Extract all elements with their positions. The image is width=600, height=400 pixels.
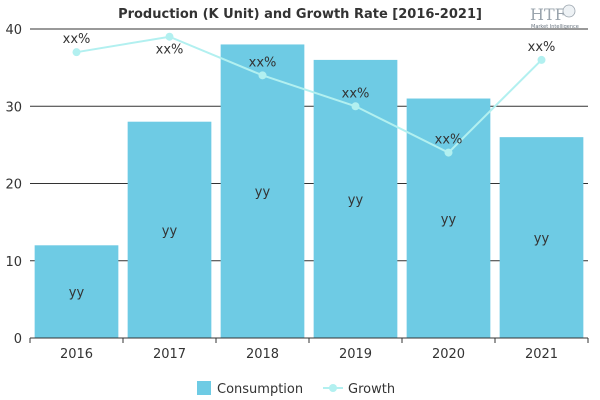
growth-data-label: xx% <box>342 86 370 101</box>
y-tick-label: 40 <box>5 23 22 38</box>
chart-title: Production (K Unit) and Growth Rate [201… <box>118 7 482 22</box>
bar-data-label: yy <box>534 232 550 247</box>
bar-data-label: yy <box>255 185 271 200</box>
logo-brand: HTF <box>530 5 566 24</box>
bar-data-label: yy <box>348 193 364 208</box>
logo-tagline: Market Intelligence <box>531 24 579 30</box>
growth-data-label: xx% <box>63 32 91 47</box>
bar-data-label: yy <box>441 212 457 227</box>
growth-line <box>76 35 543 154</box>
growth-data-label: xx% <box>156 43 184 58</box>
x-tick-label: 2019 <box>339 347 372 362</box>
x-tick-label: 2021 <box>525 347 558 362</box>
legend-swatch-growth-marker <box>329 384 337 392</box>
logo: HTF Market Intelligence <box>530 4 579 30</box>
bar <box>127 121 212 338</box>
x-tick-label: 2016 <box>60 347 93 362</box>
growth-point <box>537 55 546 64</box>
bar <box>499 137 584 338</box>
legend-swatch-consumption <box>197 381 211 395</box>
bar-series <box>34 44 584 339</box>
legend-label-consumption: Consumption <box>217 382 303 397</box>
x-tick-label: 2017 <box>153 347 186 362</box>
y-tick-label: 0 <box>14 332 22 347</box>
growth-point <box>258 71 267 80</box>
growth-data-label: xx% <box>528 40 556 55</box>
bar-data-label: yy <box>162 224 178 239</box>
legend: Consumption Growth <box>197 381 395 397</box>
growth-point <box>444 148 453 157</box>
y-tick-label: 10 <box>5 255 22 270</box>
bar-data-label: yy <box>69 286 85 301</box>
data-labels: yy yy yy yy yy yy xx% xx% xx% xx% xx% xx% <box>63 32 556 300</box>
bar <box>34 245 119 338</box>
y-tick-label: 20 <box>5 178 22 193</box>
growth-data-label: xx% <box>249 55 277 70</box>
growth-data-label: xx% <box>435 133 463 148</box>
axes: 0 10 20 30 40 2016 2017 2018 2019 2020 2021 <box>5 23 589 362</box>
x-tick-label: 2020 <box>432 347 465 362</box>
line-series <box>72 32 546 157</box>
bar <box>220 44 305 338</box>
growth-point <box>165 32 174 41</box>
x-tick-label: 2018 <box>246 347 279 362</box>
globe-icon <box>562 4 576 18</box>
y-tick-label: 30 <box>5 100 22 115</box>
growth-point <box>72 48 81 57</box>
legend-label-growth: Growth <box>348 382 395 397</box>
growth-point <box>351 102 360 111</box>
